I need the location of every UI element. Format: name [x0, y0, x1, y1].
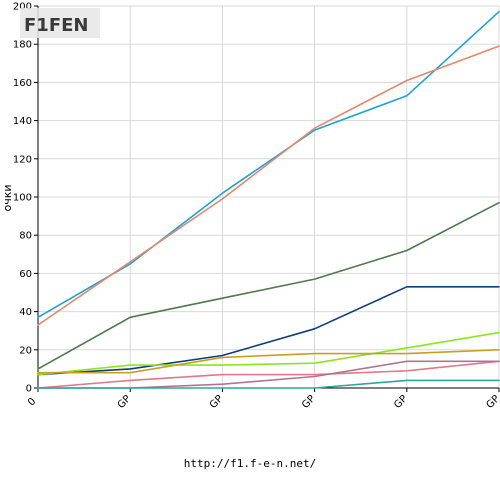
series-lines — [37, 10, 500, 389]
y-tick-label: 180 — [13, 40, 32, 51]
x-tick-label: 0 — [26, 396, 38, 408]
y-tick-label: 40 — [19, 307, 32, 318]
series-line-9 — [37, 379, 500, 389]
y-tick-label: 160 — [13, 78, 32, 89]
y-axis-title: очки — [1, 184, 14, 211]
logo-wordmark: F1FEN — [24, 15, 88, 36]
y-tick-label: 0 — [26, 384, 32, 395]
y-tick-labels: 0 20 40 60 80 100 120 140 160 180 200 — [13, 2, 32, 395]
y-tick-label: 140 — [13, 116, 32, 127]
brand-logo: F1FEN — [20, 8, 100, 38]
x-tick-label: GP — [392, 393, 410, 411]
y-tick-label: 120 — [13, 154, 32, 165]
x-tick-label: GP — [300, 393, 318, 411]
y-tick-label: 200 — [13, 2, 32, 13]
x-tick-labels: 0 GP GP GP GP GP — [26, 393, 500, 411]
series-line-2 — [37, 45, 500, 326]
footer-url: http://f1.f-e-n.net/ — [184, 457, 316, 470]
series-line-6 — [37, 348, 500, 374]
axes — [34, 5, 500, 392]
series-line-7 — [37, 360, 500, 389]
x-tick-label: GP — [484, 393, 500, 411]
series-line-3 — [37, 201, 500, 370]
x-tick-label: GP — [208, 393, 226, 411]
y-tick-label: 20 — [19, 345, 32, 356]
y-tick-label: 100 — [13, 193, 32, 204]
series-line-4 — [37, 285, 500, 376]
x-tick-label: GP — [116, 393, 134, 411]
series-line-5 — [37, 331, 500, 376]
y-tick-label: 80 — [19, 231, 32, 242]
y-tick-label: 60 — [19, 269, 32, 280]
